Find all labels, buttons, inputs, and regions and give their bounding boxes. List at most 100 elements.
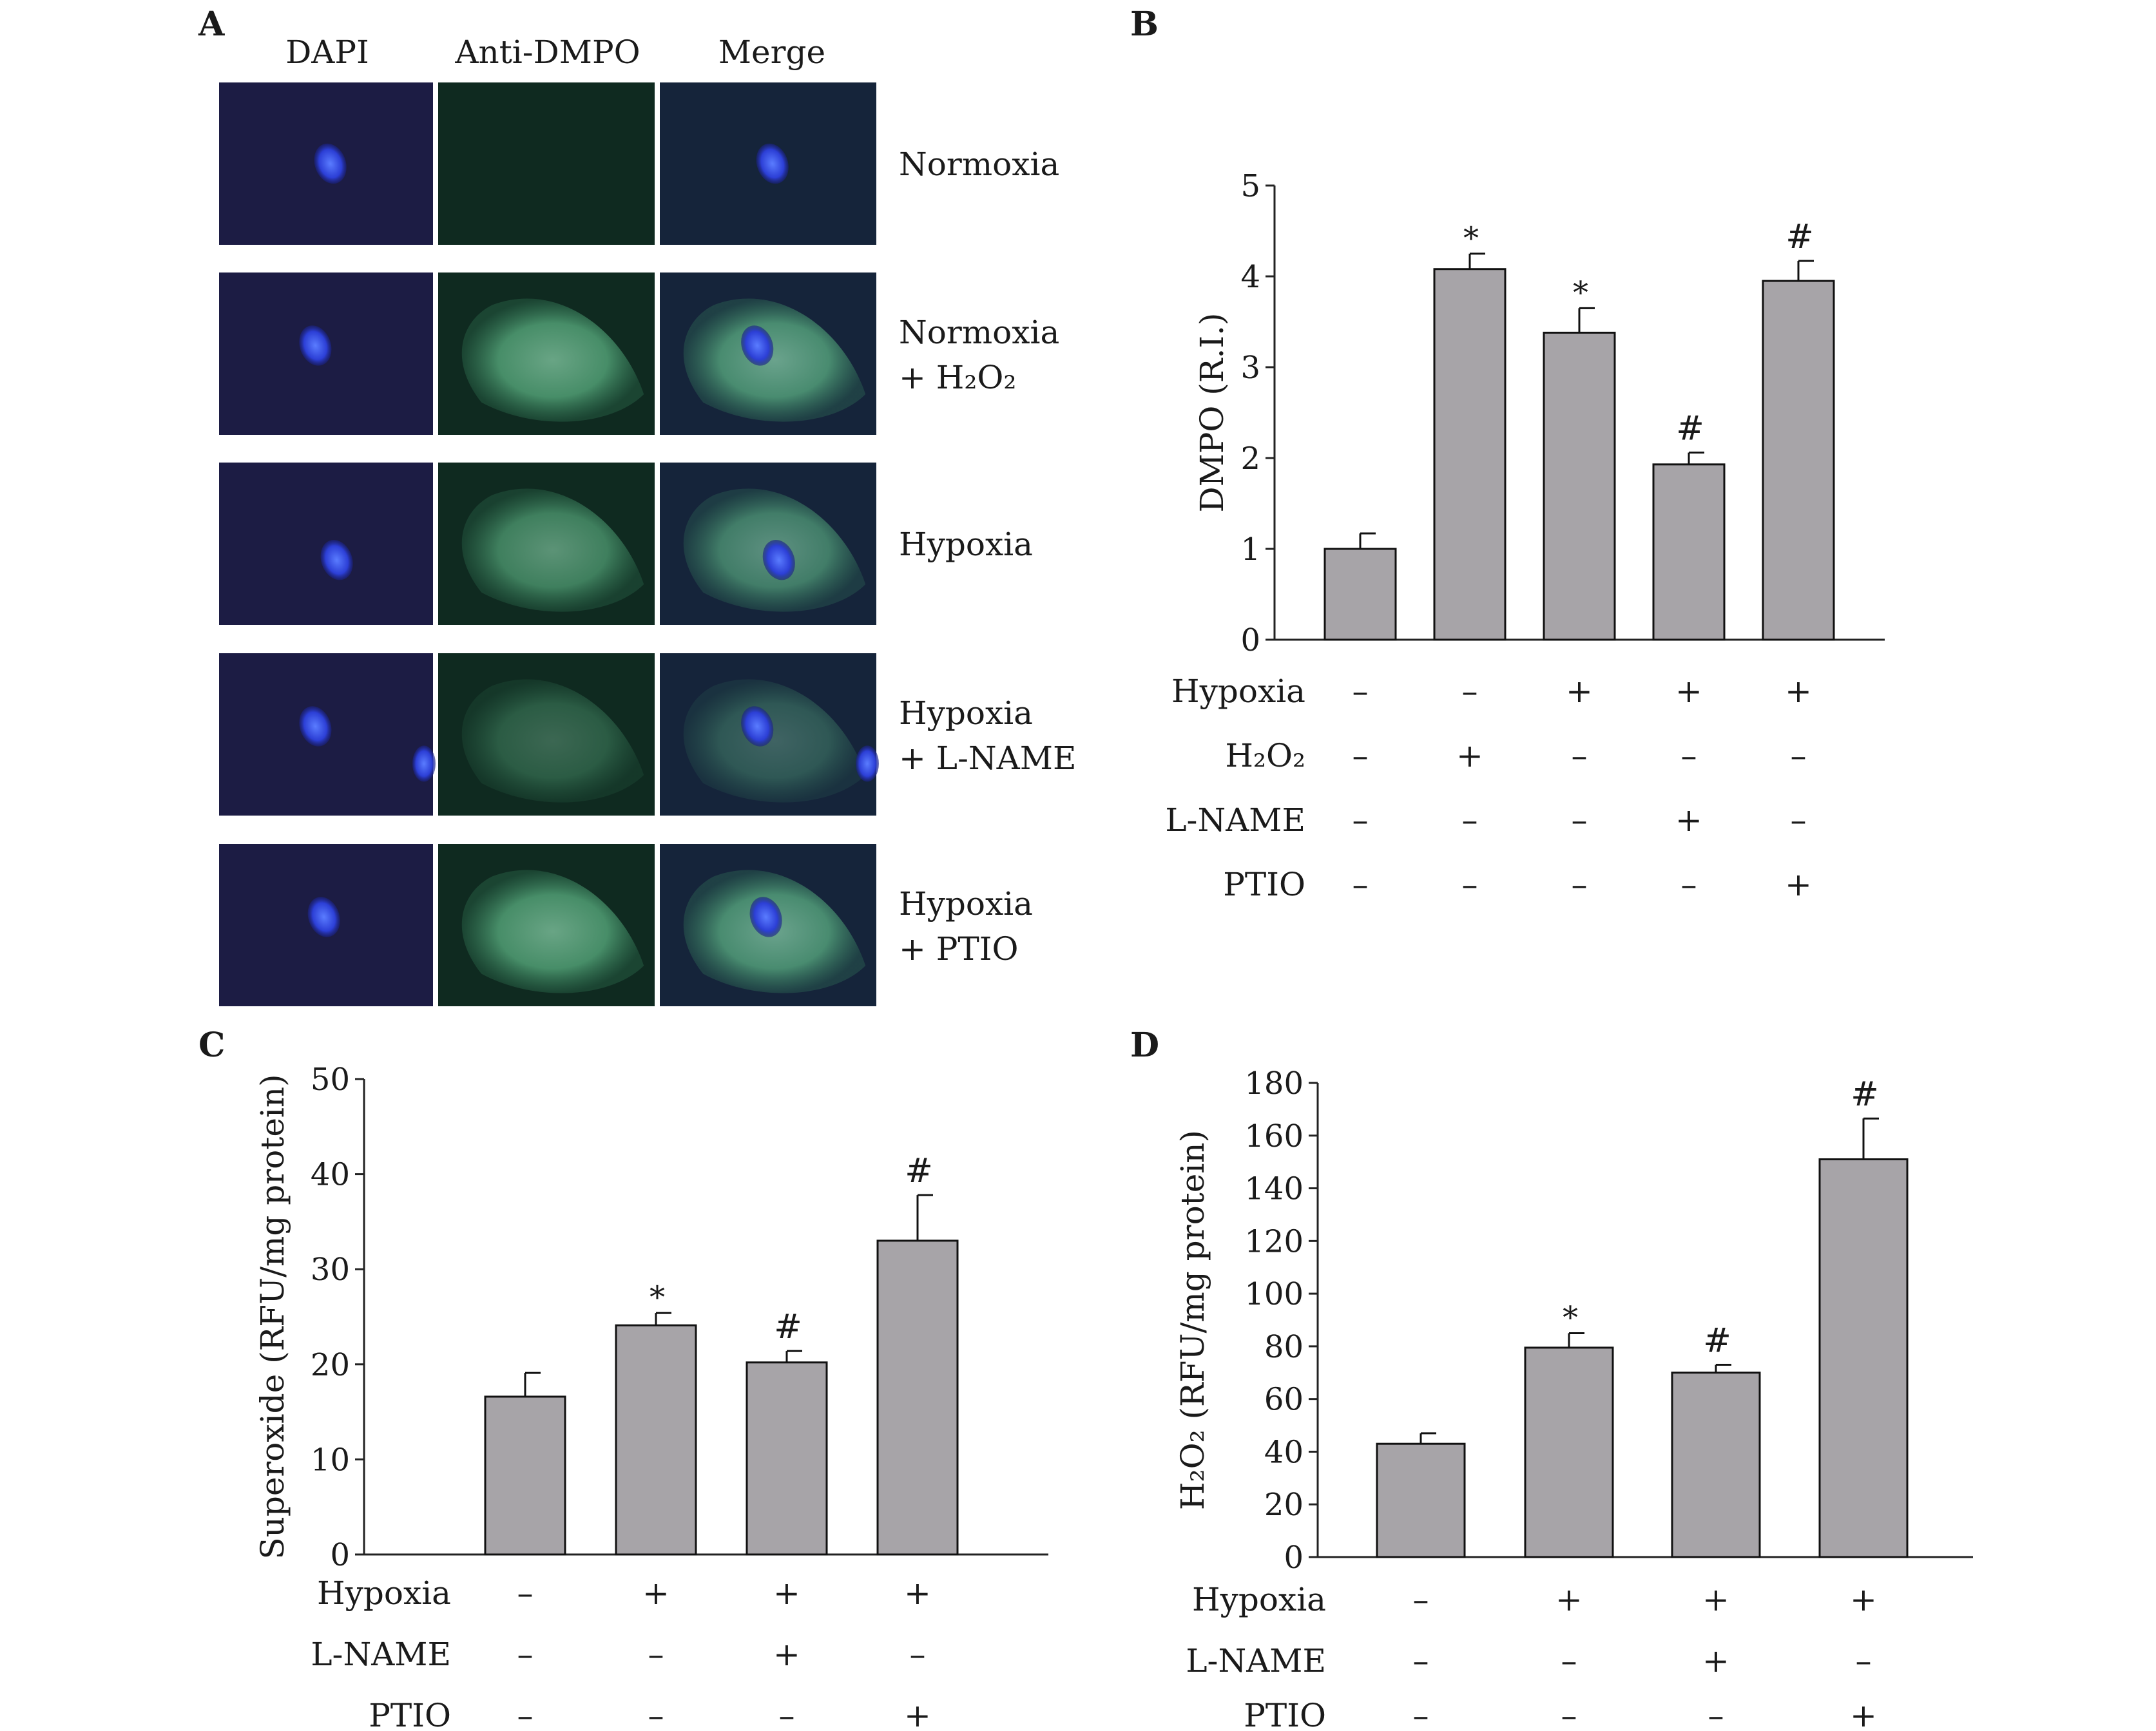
row-label-5-line-2: + PTIO: [899, 930, 1019, 968]
micrograph-dapi-row-4: [219, 653, 436, 816]
row-label-4-line-1: Hypoxia: [899, 694, 1033, 732]
condition-sign: –: [1708, 1697, 1724, 1728]
y-tick-label: 2: [1240, 441, 1260, 477]
row-label-5-line-1: Hypoxia: [899, 885, 1033, 923]
micrograph-anti-dmpo-row-1: [438, 82, 655, 245]
bar: [1376, 1442, 1466, 1558]
condition-sign: –: [1561, 1697, 1577, 1728]
condition-sign: –: [517, 1697, 534, 1728]
y-tick-label: 120: [1244, 1223, 1304, 1259]
column-header-anti-dmpo: Anti-DMPO: [454, 33, 640, 71]
condition-sign: –: [648, 1697, 664, 1728]
condition-sign: –: [1462, 673, 1478, 710]
significance-marker: *: [1563, 1299, 1578, 1335]
condition-label: PTIO: [369, 1697, 451, 1728]
y-tick-label: 10: [311, 1442, 350, 1478]
condition-sign: –: [1561, 1642, 1577, 1679]
bar: [1543, 331, 1616, 641]
row-label-2-line-1: Normoxia: [899, 314, 1059, 351]
condition-label: PTIO: [1223, 866, 1305, 903]
y-tick-label: 40: [311, 1157, 350, 1193]
y-tick-label: 140: [1244, 1171, 1304, 1207]
y-tick-label: 180: [1244, 1066, 1304, 1102]
condition-sign: –: [1413, 1581, 1429, 1618]
condition-label: Hypoxia: [1192, 1581, 1326, 1618]
condition-sign: +: [1702, 1581, 1729, 1618]
y-tick-label: 3: [1240, 350, 1260, 386]
micrograph-anti-dmpo-row-5: [438, 844, 655, 1006]
bar: [1433, 268, 1506, 641]
condition-sign: +: [1675, 801, 1702, 839]
condition-sign: –: [1413, 1642, 1429, 1679]
y-tick-label: 50: [311, 1062, 350, 1098]
panel-b-letter: B: [1130, 5, 1159, 44]
chart-d-h2o2: 0 20 40 60 80 100 120 140 160 180 H₂O₂ (RFU/mg pro…: [1174, 1066, 1973, 1731]
condition-sign: –: [1572, 866, 1588, 903]
condition-sign: +: [1702, 1642, 1729, 1679]
micrograph-merge-row-2: [660, 273, 876, 435]
y-tick-label: 160: [1244, 1118, 1304, 1154]
condition-label: L-NAME: [1165, 801, 1305, 839]
condition-sign: –: [1462, 801, 1478, 839]
y-tick-label: 30: [311, 1252, 350, 1288]
y-tick-label: 20: [311, 1347, 350, 1383]
condition-sign: –: [1352, 866, 1369, 903]
micrograph-dapi-row-2: [219, 273, 433, 435]
column-header-dapi: DAPI: [285, 33, 369, 71]
condition-sign: –: [517, 1636, 534, 1673]
condition-sign: –: [648, 1636, 664, 1673]
bar: [1762, 280, 1835, 641]
row-label-2-line-2: + H₂O₂: [899, 359, 1016, 396]
y-tick-label: 80: [1264, 1329, 1304, 1365]
y-tick-label: 0: [330, 1537, 350, 1573]
condition-label: PTIO: [1244, 1697, 1326, 1728]
condition-sign: –: [1572, 801, 1588, 839]
condition-label: Hypoxia: [1171, 673, 1305, 710]
condition-sign: –: [1791, 801, 1807, 839]
y-tick-label: 20: [1264, 1487, 1304, 1523]
condition-sign: +: [904, 1697, 931, 1728]
significance-marker: *: [1463, 220, 1479, 256]
significance-marker: #: [1851, 1075, 1879, 1114]
significance-marker: #: [1703, 1322, 1731, 1361]
condition-sign: +: [1456, 737, 1483, 774]
row-labels: Normoxia Normoxia + H₂O₂ Hypoxia Hypoxia + L-…: [899, 146, 1076, 968]
condition-label: Hypoxia: [317, 1574, 451, 1612]
micrograph-merge-row-1: [660, 82, 876, 245]
y-tick-label: 1: [1240, 531, 1260, 568]
panel-a-letter: A: [198, 5, 225, 44]
y-tick-label: 100: [1244, 1276, 1304, 1312]
row-label-3-line-1: Hypoxia: [899, 526, 1033, 563]
condition-sign: +: [642, 1574, 669, 1612]
bar: [615, 1324, 697, 1556]
panel-d-letter: D: [1130, 1026, 1159, 1065]
condition-sign: +: [1785, 673, 1812, 710]
condition-sign: +: [773, 1574, 800, 1612]
micrograph-merge-row-4: [660, 653, 879, 816]
row-label-4-line-2: + L-NAME: [899, 740, 1076, 777]
micrograph-grid: [219, 82, 879, 1006]
y-tick-label: 0: [1284, 1540, 1304, 1576]
bar: [1652, 463, 1726, 641]
condition-sign: –: [1352, 737, 1369, 774]
condition-label: L-NAME: [1186, 1642, 1326, 1679]
bar: [484, 1395, 566, 1556]
significance-marker: *: [1573, 274, 1588, 311]
significance-marker: #: [1676, 410, 1704, 448]
condition-sign: –: [1413, 1697, 1429, 1728]
micrograph-anti-dmpo-row-3: [438, 463, 655, 625]
condition-sign: –: [910, 1636, 926, 1673]
condition-label: L-NAME: [311, 1636, 451, 1673]
micrograph-anti-dmpo-row-4: [438, 653, 655, 816]
condition-sign: +: [1675, 673, 1702, 710]
condition-sign: –: [1462, 866, 1478, 903]
condition-sign: –: [1352, 801, 1369, 839]
y-axis-label: DMPO (R.I.): [1193, 312, 1231, 512]
significance-marker: #: [905, 1152, 933, 1191]
y-tick-label: 4: [1240, 259, 1260, 295]
condition-sign: –: [1681, 737, 1697, 774]
condition-sign: –: [1572, 737, 1588, 774]
y-tick-label: 40: [1264, 1434, 1304, 1470]
y-tick-label: 5: [1240, 168, 1260, 204]
